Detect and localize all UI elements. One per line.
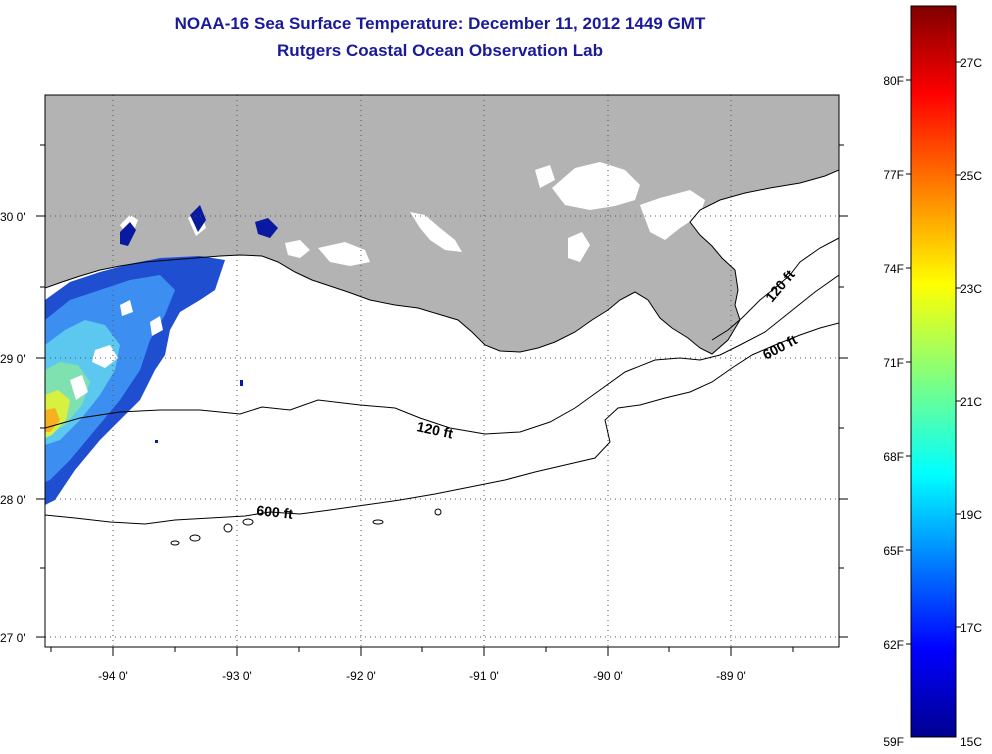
colorbar (910, 5, 957, 738)
cb-f-62: 62F (883, 638, 904, 652)
lon-label-89: -89 0' (716, 669, 746, 683)
lon-label-91: -91 0' (469, 669, 499, 683)
cb-f-68: 68F (883, 450, 904, 464)
graticule (45, 95, 839, 647)
contour-label-120-west: 120 ft (415, 418, 454, 441)
lat-label-30: 30 0' (0, 210, 26, 224)
coastline (45, 169, 839, 355)
colorbar-fahrenheit-labels: 80F 77F 74F 71F 68F 65F 62F 59F (883, 74, 904, 749)
cb-c-17: 17C (960, 621, 982, 635)
cb-c-25: 25C (960, 169, 982, 183)
latitude-labels: 30 0' 29 0' 28 0' 27 0' (0, 210, 26, 645)
inland-water (120, 162, 705, 266)
sst-swath (45, 205, 278, 505)
cb-f-59: 59F (883, 735, 904, 749)
cb-f-74: 74F (883, 262, 904, 276)
cb-c-21: 21C (960, 395, 982, 409)
lon-label-92: -92 0' (346, 669, 376, 683)
lat-label-28: 28 0' (0, 493, 26, 507)
map-border (44, 94, 840, 648)
contour-label-600-west: 600 ft (256, 502, 294, 522)
colorbar-celsius-labels: 27C 25C 23C 21C 19C 17C 15C (960, 56, 982, 749)
lat-label-29: 29 0' (0, 352, 26, 366)
contour-120ft-west (45, 274, 839, 435)
cb-c-19: 19C (960, 508, 982, 522)
cb-f-65: 65F (883, 544, 904, 558)
cb-f-77: 77F (883, 168, 904, 182)
contour-600ft-west (45, 322, 839, 525)
colorbar-ticks (906, 61, 961, 645)
lat-label-27: 27 0' (0, 631, 26, 645)
axis-ticks (36, 144, 848, 656)
contour-islands (170, 508, 442, 546)
lon-label-93: -93 0' (222, 669, 252, 683)
cb-c-23: 23C (960, 282, 982, 296)
lon-label-94: -94 0' (98, 669, 128, 683)
cb-c-15: 15C (960, 735, 982, 749)
cb-f-80: 80F (883, 74, 904, 88)
land-mass (45, 95, 839, 354)
bathymetry-contours (45, 237, 839, 546)
cb-c-27: 27C (960, 56, 982, 70)
map-subtitle: Rutgers Coastal Ocean Observation Lab (277, 41, 603, 60)
cb-f-71: 71F (883, 356, 904, 370)
contour-120ft-east (711, 237, 839, 341)
map-title: NOAA-16 Sea Surface Temperature: Decembe… (174, 14, 706, 33)
longitude-labels: -94 0' -93 0' -92 0' -91 0' -90 0' -89 0… (98, 669, 746, 683)
lon-label-90: -90 0' (593, 669, 623, 683)
